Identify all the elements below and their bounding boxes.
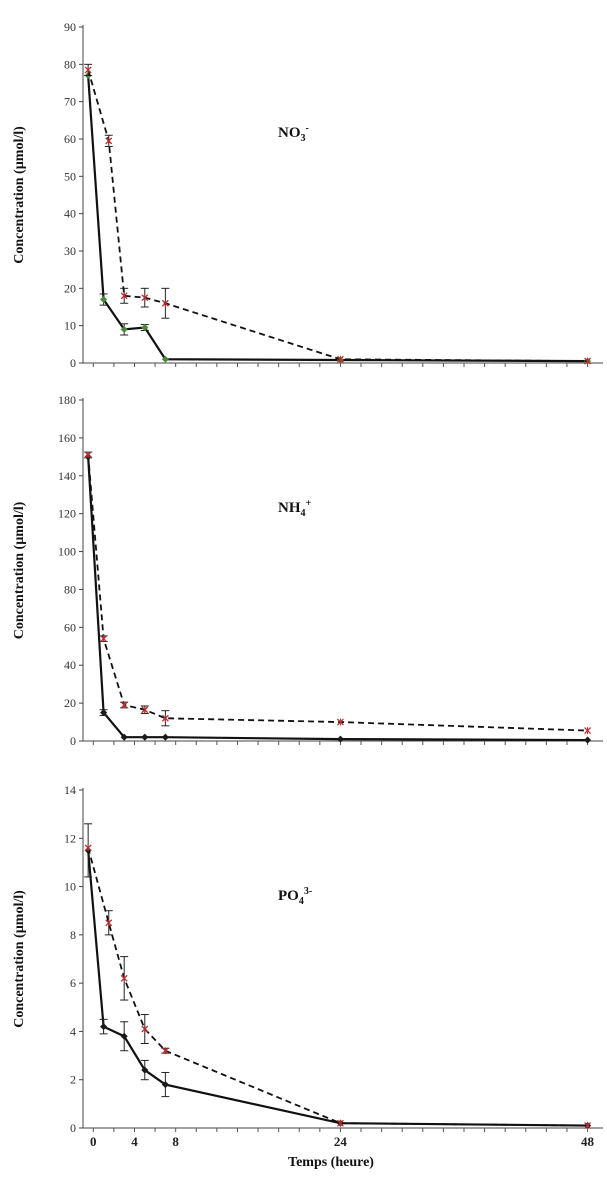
chart-title: NH4+ [278,498,312,519]
y-axis-title: Concentration (µmol/l) [12,126,27,264]
data-point [100,709,108,717]
y-tick-label: 0 [70,1121,76,1135]
data-point [161,1047,169,1055]
y-tick-label: 120 [58,507,76,521]
data-point [141,706,149,714]
series-line [87,454,588,732]
chart-panel-2: 0 20 40 60 80 100 120 140 160 180 Concentration (µ… [12,393,603,748]
data-point [161,299,169,307]
series-1-solid [84,453,592,744]
data-point [84,66,92,74]
data-point [120,701,128,709]
y-tick-label: 2 [70,1073,76,1087]
y-tick-label: 50 [64,169,76,183]
x-tick-label: 0 [90,1134,97,1149]
y-axis-title: Concentration (µmol/l) [12,501,27,639]
series-line [87,69,588,363]
data-point [84,451,92,459]
data-point [336,735,344,743]
data-point [141,1025,149,1033]
y-axis-title: Concentration (µmol/l) [12,890,27,1028]
y-tick-label: 80 [64,582,76,596]
y-tick-label: 20 [64,696,76,710]
data-point [336,355,344,363]
series-2-dashed [84,844,592,1130]
y-tick-label: 12 [64,831,76,845]
y-tick-label: 30 [64,244,76,258]
data-point [100,1023,108,1031]
data-point [161,714,169,722]
y-tick-label: 8 [70,928,76,942]
y-tick-label: 140 [58,469,76,483]
y-tick-label: 40 [64,658,76,672]
y-tick-label: 0 [70,356,76,370]
data-point [120,733,128,741]
y-tick-label: 180 [58,393,76,407]
y-tick-label: 70 [64,95,76,109]
y-tick-label: 14 [64,783,76,797]
data-point [161,355,169,363]
y-tick-label: 60 [64,620,76,634]
data-point [100,295,108,304]
x-tick-label: 48 [581,1134,595,1149]
x-tick-label: 8 [172,1134,179,1149]
x-tick-label: 24 [334,1134,348,1149]
data-point [584,736,592,744]
data-point [141,733,149,741]
y-tick-label: 20 [64,281,76,295]
data-point [120,974,128,982]
data-point [120,292,128,300]
data-point [584,357,592,365]
data-point [336,1119,344,1127]
y-tick-label: 100 [58,545,76,559]
data-point [141,294,149,302]
data-point [84,844,92,852]
y-tick-label: 40 [64,207,76,221]
data-point [105,919,113,927]
y-tick-label: 10 [64,880,76,894]
chart-title: PO43- [278,886,312,907]
y-tick-label: 60 [64,132,76,146]
chart-panel-1: 0 10 20 30 40 50 60 70 80 90 Concentration (µmol/l… [12,20,603,370]
data-point [105,137,113,145]
data-point [141,323,149,332]
series-2-dashed [84,451,592,735]
series-line [87,456,588,742]
y-tick-label: 80 [64,57,76,71]
y-tick-label: 4 [70,1024,76,1038]
y-tick-label: 0 [70,734,76,748]
x-tick-label: 4 [131,1134,138,1149]
series-1-solid [84,71,592,365]
data-point [584,727,592,735]
y-tick-label: 90 [64,20,76,34]
data-point [336,718,344,726]
y-tick-label: 160 [58,431,76,445]
data-point [100,635,108,643]
x-axis-title: Temps (heure) [288,1155,374,1170]
data-point [161,733,169,741]
y-tick-label: 6 [70,976,76,990]
data-point [584,1122,592,1130]
chart-title: NO3- [278,123,309,144]
series-2-dashed [84,63,592,365]
series-1-solid [84,823,592,1130]
y-tick-label: 10 [64,319,76,333]
data-point [120,325,128,333]
